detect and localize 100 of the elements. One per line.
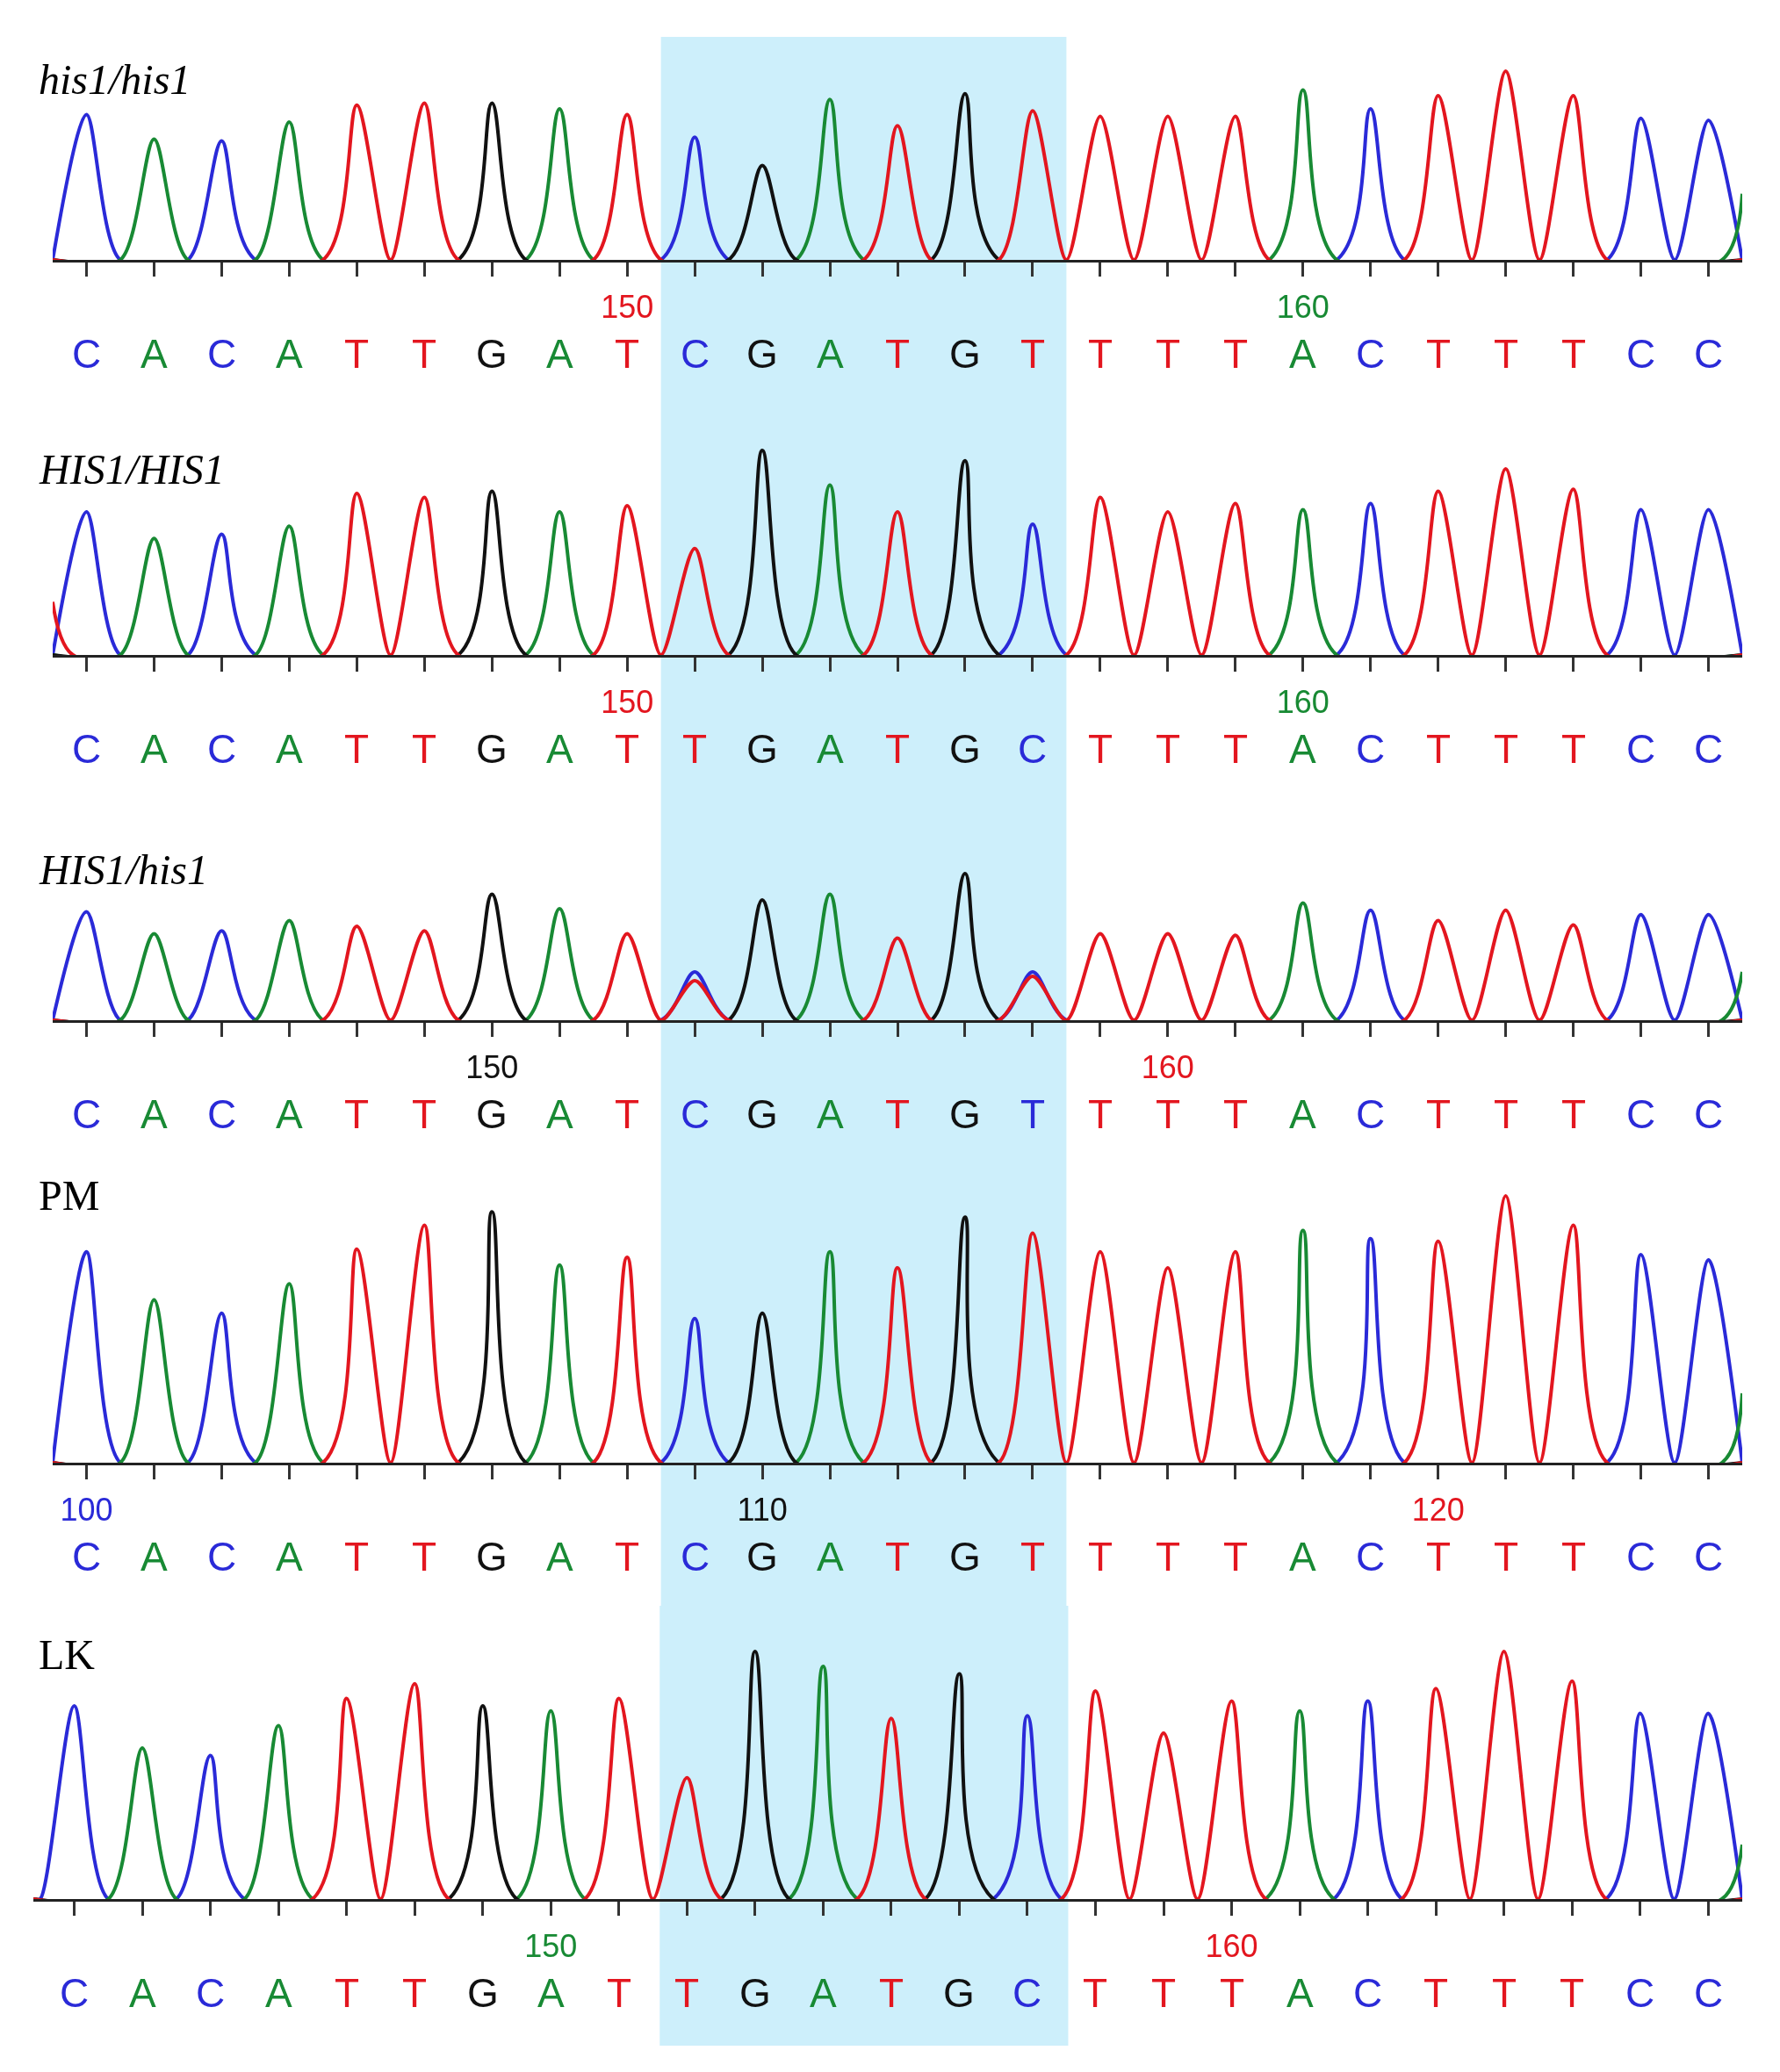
text: T bbox=[1423, 1970, 1449, 2016]
text: A bbox=[1286, 1970, 1314, 2016]
text: T bbox=[1561, 331, 1587, 377]
text: T bbox=[615, 726, 640, 772]
text: G bbox=[467, 1970, 499, 2016]
text: T bbox=[1156, 1091, 1181, 1137]
text: T bbox=[1561, 1534, 1587, 1579]
text: T bbox=[885, 1091, 911, 1137]
text: T bbox=[1561, 726, 1587, 772]
text: T bbox=[1494, 1534, 1519, 1579]
text: T bbox=[402, 1970, 428, 2016]
text: C bbox=[72, 331, 102, 377]
text: T bbox=[1223, 1534, 1249, 1579]
text: G bbox=[476, 726, 508, 772]
text: C bbox=[1353, 1970, 1383, 2016]
chart-title: HIS1/his1 bbox=[39, 846, 208, 893]
text: T bbox=[1426, 331, 1452, 377]
text: A bbox=[141, 1534, 168, 1579]
text: A bbox=[1289, 331, 1316, 377]
text: T bbox=[1220, 1970, 1245, 2016]
x-tick-label: 150 bbox=[601, 289, 654, 326]
text: T bbox=[1156, 726, 1181, 772]
text: T bbox=[885, 331, 911, 377]
x-tick-label: 160 bbox=[1205, 1928, 1258, 1965]
text: G bbox=[746, 726, 778, 772]
chart-title: PM bbox=[39, 1172, 100, 1219]
text: C bbox=[72, 1091, 102, 1137]
text: T bbox=[1223, 726, 1249, 772]
text: T bbox=[344, 1091, 370, 1137]
text: A bbox=[546, 1091, 573, 1137]
text: T bbox=[615, 331, 640, 377]
text: C bbox=[207, 1091, 237, 1137]
text: G bbox=[739, 1970, 771, 2016]
x-tick-label: 110 bbox=[737, 1492, 788, 1529]
text: C bbox=[1694, 726, 1724, 772]
text: T bbox=[1426, 1091, 1452, 1137]
text: C bbox=[1013, 1970, 1042, 2016]
text: G bbox=[949, 726, 981, 772]
text: T bbox=[1151, 1970, 1177, 2016]
text: C bbox=[1356, 1091, 1386, 1137]
text: T bbox=[344, 331, 370, 377]
text: A bbox=[1289, 1091, 1316, 1137]
text: T bbox=[1088, 331, 1113, 377]
text: T bbox=[615, 1534, 640, 1579]
text: C bbox=[681, 1534, 710, 1579]
text: T bbox=[885, 1534, 911, 1579]
text: T bbox=[1492, 1970, 1517, 2016]
text: T bbox=[1083, 1970, 1108, 2016]
text: T bbox=[1223, 1091, 1249, 1137]
text: C bbox=[1626, 1534, 1656, 1579]
text: C bbox=[72, 1534, 102, 1579]
text: A bbox=[129, 1970, 156, 2016]
text: A bbox=[276, 331, 303, 377]
chart-title: LK bbox=[39, 1631, 96, 1678]
text: C bbox=[681, 331, 710, 377]
text: T bbox=[682, 726, 708, 772]
text: C bbox=[1625, 1970, 1655, 2016]
text: A bbox=[546, 331, 573, 377]
text: A bbox=[265, 1970, 292, 2016]
chart-title: his1/his1 bbox=[39, 56, 191, 103]
text: C bbox=[207, 331, 237, 377]
text: G bbox=[746, 1091, 778, 1137]
text: C bbox=[60, 1970, 90, 2016]
text: A bbox=[276, 1534, 303, 1579]
text: G bbox=[476, 331, 508, 377]
text: T bbox=[412, 1534, 437, 1579]
text: T bbox=[1561, 1091, 1587, 1137]
x-tick-label: 150 bbox=[524, 1928, 578, 1965]
text: C bbox=[1694, 1970, 1724, 2016]
text: G bbox=[746, 1534, 778, 1579]
text: T bbox=[879, 1970, 904, 2016]
text: T bbox=[1088, 726, 1113, 772]
text: A bbox=[817, 1091, 844, 1137]
x-tick-label: 100 bbox=[60, 1492, 113, 1529]
text: T bbox=[344, 726, 370, 772]
x-tick-label: 160 bbox=[1141, 1049, 1194, 1086]
text: T bbox=[412, 331, 437, 377]
text: T bbox=[1088, 1534, 1113, 1579]
text: C bbox=[72, 726, 102, 772]
text: T bbox=[1020, 331, 1046, 377]
text: C bbox=[1626, 726, 1656, 772]
text: C bbox=[681, 1091, 710, 1137]
text: A bbox=[537, 1970, 565, 2016]
text: C bbox=[1356, 331, 1386, 377]
text: A bbox=[546, 726, 573, 772]
text: G bbox=[476, 1534, 508, 1579]
text: G bbox=[746, 331, 778, 377]
text: G bbox=[949, 1091, 981, 1137]
text: C bbox=[1018, 726, 1048, 772]
text: T bbox=[1494, 331, 1519, 377]
text: G bbox=[949, 331, 981, 377]
text: A bbox=[1289, 1534, 1316, 1579]
text: C bbox=[1694, 1534, 1724, 1579]
text: A bbox=[817, 1534, 844, 1579]
text: C bbox=[1626, 1091, 1656, 1137]
x-tick-label: 120 bbox=[1411, 1492, 1465, 1529]
text: T bbox=[607, 1970, 632, 2016]
text: T bbox=[335, 1970, 360, 2016]
text: C bbox=[1626, 331, 1656, 377]
text: C bbox=[1694, 331, 1724, 377]
